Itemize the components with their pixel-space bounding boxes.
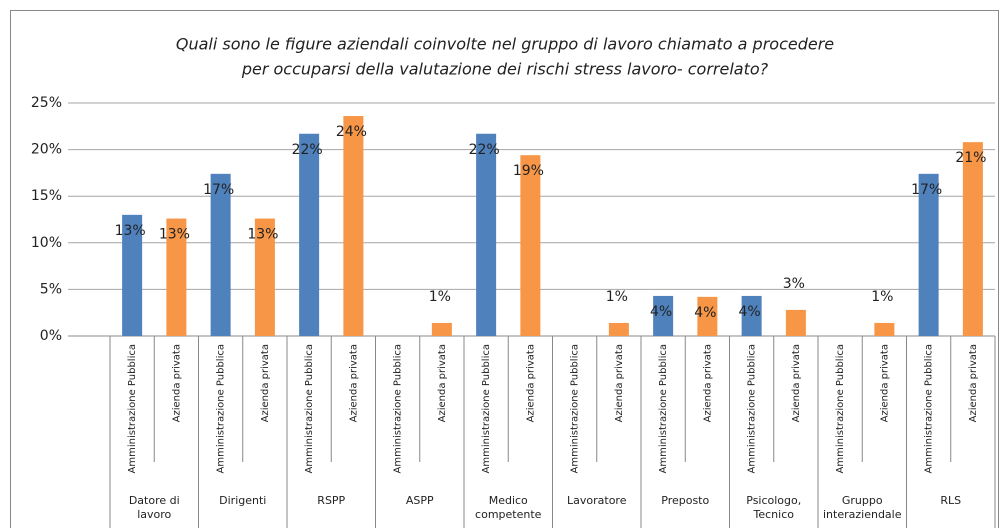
sub-category-label: Amministrazione Pubblica: [570, 344, 581, 473]
group-label: Lavoratore: [567, 494, 627, 507]
sub-category-label: Amministrazione Pubblica: [835, 344, 846, 473]
bar: [254, 218, 275, 336]
bar: [343, 116, 364, 336]
sub-category-label: Amministrazione Pubblica: [393, 344, 404, 473]
group-label: Datore di lavoro: [128, 494, 180, 521]
y-tick-label: 5%: [40, 281, 62, 297]
sub-category-label: Azienda privata: [702, 344, 713, 422]
chart-border: [10, 10, 999, 528]
data-label: 17%: [911, 182, 942, 198]
chart-title: Quali sono le figure aziendali coinvolte…: [176, 35, 834, 54]
data-label: 1%: [871, 289, 893, 305]
y-tick-label: 0%: [40, 328, 62, 344]
sub-category-label: Amministrazione Pubblica: [658, 344, 669, 473]
bar: [476, 133, 497, 336]
bar: [166, 218, 187, 336]
data-label: 4%: [650, 304, 672, 320]
bar: [697, 296, 718, 336]
bar: [299, 133, 320, 336]
bar: [874, 322, 895, 336]
data-label: 4%: [739, 304, 761, 320]
group-label: Preposto: [661, 494, 710, 507]
sub-category-label: Azienda privata: [614, 344, 625, 422]
sub-category-label: Amministrazione Pubblica: [481, 344, 492, 473]
data-label: 19%: [513, 163, 544, 179]
data-label: 1%: [606, 289, 628, 305]
sub-category-label: Azienda privata: [171, 344, 182, 422]
y-tick-label: 15%: [31, 188, 62, 204]
sub-category-label: Azienda privata: [879, 344, 890, 422]
sub-category-label: Amministrazione Pubblica: [127, 344, 138, 473]
bar: [962, 142, 983, 336]
group-label: RSPP: [317, 494, 346, 507]
y-tick-label: 10%: [31, 235, 62, 251]
bar: [741, 295, 762, 336]
bar: [785, 309, 806, 336]
data-label: 22%: [469, 142, 500, 158]
bar: [918, 173, 939, 336]
y-tick-label: 20%: [31, 142, 62, 158]
y-tick-label: 25%: [31, 95, 62, 111]
sub-category-label: Azienda privata: [791, 344, 802, 422]
group-label: Gruppo interaziendale: [823, 494, 902, 521]
sub-category-label: Azienda privata: [968, 344, 979, 422]
data-label: 4%: [694, 305, 716, 321]
group-label: Psicologo, Tecnico: [746, 494, 802, 521]
sub-category-label: Amministrazione Pubblica: [747, 344, 758, 473]
sub-category-label: Azienda privata: [260, 344, 271, 422]
group-label: RLS: [940, 494, 962, 507]
group-label: ASPP: [405, 494, 434, 507]
data-label: 13%: [247, 227, 278, 243]
sub-category-label: Azienda privata: [437, 344, 448, 422]
bar: [122, 214, 143, 336]
data-label: 1%: [429, 289, 451, 305]
data-label: 24%: [336, 124, 367, 140]
sub-category-label: Azienda privata: [348, 344, 359, 422]
data-label: 22%: [292, 142, 323, 158]
sub-category-label: Amministrazione Pubblica: [304, 344, 315, 473]
bar: [608, 322, 629, 336]
group-label: Dirigenti: [219, 494, 267, 507]
data-label: 21%: [955, 150, 986, 166]
data-label: 13%: [115, 223, 146, 239]
sub-category-label: Azienda privata: [525, 344, 536, 422]
data-label: 17%: [203, 182, 234, 198]
sub-category-label: Amministrazione Pubblica: [924, 344, 935, 473]
bar: [431, 322, 452, 336]
data-label: 13%: [159, 227, 190, 243]
chart-title: per occuparsi della valutazione dei risc…: [241, 60, 769, 79]
bar: [520, 155, 541, 336]
data-label: 3%: [783, 276, 805, 292]
bar: [210, 173, 231, 336]
bar: [653, 295, 674, 336]
sub-category-label: Amministrazione Pubblica: [216, 344, 227, 473]
group-label: Medico competente: [475, 494, 542, 521]
